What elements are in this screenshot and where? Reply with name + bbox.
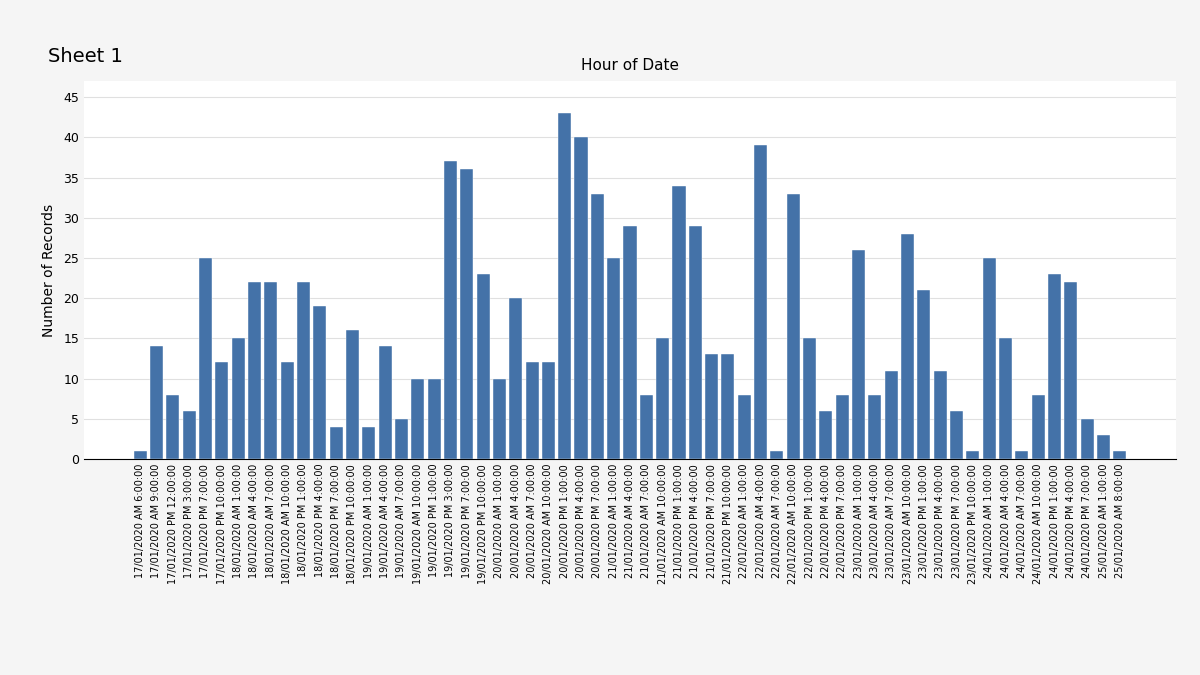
Bar	[1114, 451, 1127, 459]
Bar	[395, 418, 408, 459]
Bar	[884, 371, 898, 459]
Bar	[689, 225, 702, 459]
Bar	[427, 379, 440, 459]
Bar	[640, 395, 653, 459]
Bar	[444, 161, 457, 459]
Bar	[1048, 274, 1061, 459]
Bar	[330, 427, 343, 459]
Bar	[983, 258, 996, 459]
Bar	[950, 411, 964, 459]
Bar	[787, 194, 800, 459]
Bar	[901, 234, 914, 459]
Text: Sheet 1: Sheet 1	[48, 47, 122, 66]
Bar	[869, 395, 882, 459]
Bar	[509, 298, 522, 459]
Bar	[803, 338, 816, 459]
Bar	[296, 282, 310, 459]
Bar	[248, 282, 260, 459]
Bar	[182, 411, 196, 459]
Y-axis label: Number of Records: Number of Records	[42, 203, 56, 337]
Bar	[820, 411, 833, 459]
Title: Hour of Date: Hour of Date	[581, 58, 679, 73]
Bar	[346, 330, 359, 459]
Bar	[558, 113, 571, 459]
Bar	[590, 194, 604, 459]
Bar	[1097, 435, 1110, 459]
Bar	[1081, 418, 1093, 459]
Bar	[1032, 395, 1045, 459]
Bar	[460, 169, 473, 459]
Bar	[966, 451, 979, 459]
Bar	[542, 362, 554, 459]
Bar	[1000, 338, 1012, 459]
Bar	[706, 354, 718, 459]
Bar	[1064, 282, 1078, 459]
Bar	[199, 258, 212, 459]
Bar	[167, 395, 179, 459]
Bar	[721, 354, 734, 459]
Bar	[133, 451, 146, 459]
Bar	[378, 346, 391, 459]
Bar	[215, 362, 228, 459]
Bar	[575, 137, 588, 459]
Bar	[656, 338, 670, 459]
Bar	[150, 346, 163, 459]
Bar	[917, 290, 930, 459]
Bar	[934, 371, 947, 459]
Bar	[672, 186, 685, 459]
Bar	[476, 274, 490, 459]
Bar	[754, 145, 767, 459]
Bar	[281, 362, 294, 459]
Bar	[835, 395, 848, 459]
Bar	[738, 395, 751, 459]
Bar	[770, 451, 784, 459]
Bar	[232, 338, 245, 459]
Bar	[526, 362, 539, 459]
Bar	[493, 379, 506, 459]
Bar	[1015, 451, 1028, 459]
Bar	[852, 250, 865, 459]
Bar	[362, 427, 376, 459]
Bar	[264, 282, 277, 459]
Bar	[412, 379, 425, 459]
Bar	[607, 258, 620, 459]
Bar	[624, 225, 636, 459]
Bar	[313, 306, 326, 459]
